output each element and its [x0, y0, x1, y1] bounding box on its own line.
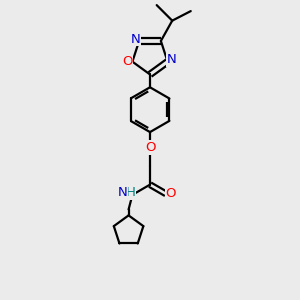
Text: O: O: [145, 141, 155, 154]
Text: N: N: [130, 33, 140, 46]
Text: N: N: [167, 53, 176, 66]
Text: O: O: [165, 188, 176, 200]
Text: N: N: [118, 186, 128, 199]
Text: O: O: [122, 55, 132, 68]
Text: H: H: [125, 186, 135, 199]
